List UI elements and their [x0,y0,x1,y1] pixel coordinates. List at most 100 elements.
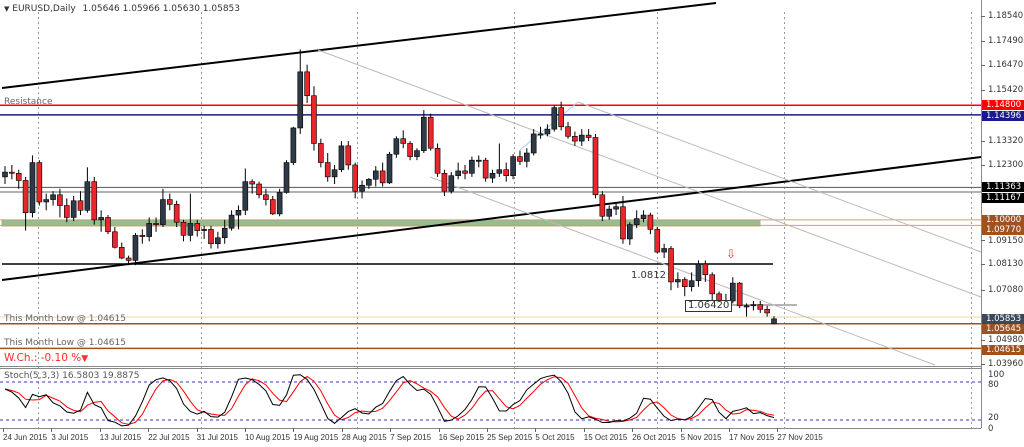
candle-body [743,305,750,308]
candle [57,188,63,218]
candle [43,193,49,211]
date-tick: 19 Aug 2015 [293,433,339,442]
candle-body [640,214,647,219]
candle-body [112,231,118,248]
candle [228,210,235,231]
candle-body [613,206,619,210]
date-tick: 15 Oct 2015 [583,433,628,442]
date-tick: 17 Nov 2015 [729,433,775,442]
resistance-label: Resistance [4,97,53,107]
trend-lines [1,2,982,366]
candle [91,176,98,225]
candle [469,156,475,177]
candle-body [764,309,770,314]
price-tick: 1.17490 [988,36,1024,47]
candle-body [654,229,661,253]
candle [578,129,585,146]
candle [503,162,510,182]
price-badge: 1.05853 [982,313,1024,324]
candle-body [338,145,345,171]
stoch-tick-100: 100 [988,369,1005,380]
date-tick: 24 Jun 2015 [3,433,48,442]
candle-body [530,133,537,154]
candle-body [489,173,496,179]
candle-body [771,318,777,325]
candle [688,272,695,292]
price-tick: 1.13320 [988,135,1024,146]
candle-body [366,178,372,186]
date-tick: 27 Nov 2015 [777,433,823,442]
candle [400,130,407,149]
candle-body [709,274,716,295]
candle [173,200,180,228]
candle-body [469,159,475,174]
candle-body [434,147,441,174]
candle-body [22,180,29,213]
stoch-tick-20: 20 [988,413,999,423]
candle [153,217,159,232]
candle [77,191,84,216]
candle [736,281,743,309]
candle [283,160,290,194]
candle-body [249,181,255,185]
candle [421,110,427,154]
candle-body [221,227,228,239]
candle [510,154,516,180]
candle [276,188,283,217]
candle-body [359,184,365,192]
falling-channel-line-2 [577,101,982,253]
level-label-1-06420: 1.06420 [685,300,733,312]
weekly-change-label: W.Ch.: -0.10 %▼ [4,352,88,365]
candle-body [661,248,667,253]
candle-body [84,181,91,211]
candle-body [331,169,338,178]
candle [98,210,104,232]
candle [530,129,537,156]
price-tick: 1.15420 [988,85,1024,96]
candle-body [702,263,709,276]
candle-body [688,280,695,287]
candle [160,188,166,228]
candle-body [91,181,98,221]
candle-body [256,183,262,196]
candle-body [393,138,400,155]
candle [675,272,681,288]
price-badge: 1.11167 [982,192,1024,203]
candle-body [633,218,640,225]
collapse-triangle-icon[interactable]: ▼ [4,5,10,13]
candle-body [50,194,56,200]
candle [269,195,276,216]
candle [84,167,91,213]
candle-body [421,116,427,151]
date-tick: 13 Jul 2015 [99,433,142,442]
candle [743,303,750,317]
candle [366,178,372,189]
candle-body [606,208,613,217]
candle [599,191,606,222]
candle-body [730,282,736,302]
candle-body [269,199,276,215]
candle-body [36,162,43,203]
candle-body [503,169,510,176]
candle [166,193,173,211]
candle [524,148,530,168]
candle-body [9,171,15,174]
date-tick: 16 Sep 2015 [438,433,484,442]
price-tick: 1.08130 [988,259,1024,270]
price-tick: 1.04980 [988,334,1024,345]
candle [235,205,242,230]
candle-body [544,128,551,135]
candles [2,49,777,325]
candle [661,243,667,259]
candle [627,222,633,245]
candle-body [311,95,317,144]
candle [434,143,441,177]
candle-body [166,199,173,205]
candle-body [675,279,681,283]
date-tick: 7 Sep 2015 [390,433,432,442]
ohlc-label: 1.05646 1.05966 1.05630 1.05853 [82,4,240,14]
candle-body [448,175,455,192]
candle-body [482,159,489,179]
candle-body [537,133,544,136]
